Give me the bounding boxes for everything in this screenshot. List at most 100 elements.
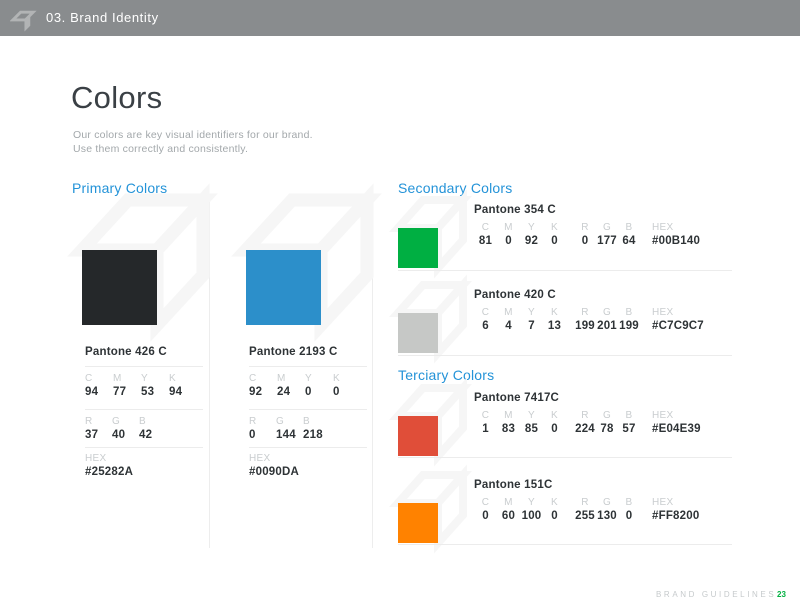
value-g: 40 xyxy=(112,429,126,441)
cmyk-values: 94 77 53 94 xyxy=(85,386,197,398)
hex-label: HEX xyxy=(249,453,271,464)
subtitle-line-1: Our colors are key visual identifiers fo… xyxy=(73,129,313,141)
value-k: 13 xyxy=(547,320,562,332)
label-y: Y xyxy=(528,410,535,421)
value-labels: C M Y K R G B HEX xyxy=(474,307,673,318)
pantone-name: Pantone 7417C xyxy=(474,392,560,404)
label-c: C xyxy=(481,410,490,421)
value-g: 130 xyxy=(597,510,617,522)
label-b: B xyxy=(625,307,633,318)
color-values: 81 0 92 0 0 177 64 #00B140 xyxy=(474,235,700,247)
value-g: 144 xyxy=(276,429,296,441)
page-subtitle: Our colors are key visual identifiers fo… xyxy=(73,128,313,156)
pantone-name: Pantone 151C xyxy=(474,479,553,491)
value-m: 60 xyxy=(501,510,516,522)
label-r: R xyxy=(581,497,589,508)
label-k: K xyxy=(551,497,558,508)
label-b: B xyxy=(139,416,146,427)
label-m: M xyxy=(277,373,286,384)
label-k: K xyxy=(551,222,558,233)
value-hex: #00B140 xyxy=(652,235,701,247)
hex-value: #0090DA xyxy=(249,466,299,478)
cube-watermark-icon xyxy=(67,183,218,342)
color-swatch xyxy=(398,416,438,456)
value-g: 177 xyxy=(597,235,617,247)
value-c: 92 xyxy=(249,386,263,398)
label-hex: HEX xyxy=(652,497,674,508)
footer-label: BRAND GUIDELINES xyxy=(656,590,777,599)
value-hex: #FF8200 xyxy=(652,510,700,522)
value-c: 6 xyxy=(482,320,489,332)
divider xyxy=(249,366,367,367)
rgb-values: 0 144 218 xyxy=(249,429,330,441)
divider xyxy=(398,544,732,545)
value-r: 37 xyxy=(85,429,99,441)
label-r: R xyxy=(581,307,589,318)
value-b: 64 xyxy=(622,235,636,247)
value-b: 42 xyxy=(139,429,153,441)
label-b: B xyxy=(625,410,633,421)
cube-watermark-icon xyxy=(389,377,472,467)
cube-watermark-icon xyxy=(389,464,472,554)
value-k: 0 xyxy=(333,386,340,398)
header-title: 03. Brand Identity xyxy=(46,10,159,25)
label-m: M xyxy=(504,410,513,421)
label-hex: HEX xyxy=(652,307,674,318)
label-k: K xyxy=(551,410,558,421)
color-swatch xyxy=(246,250,321,325)
cube-watermark-icon xyxy=(389,189,472,279)
label-c: C xyxy=(481,497,490,508)
label-m: M xyxy=(113,373,122,384)
value-c: 81 xyxy=(478,235,493,247)
label-k: K xyxy=(333,373,340,384)
divider xyxy=(85,447,203,448)
color-swatch xyxy=(398,313,438,353)
label-r: R xyxy=(581,410,589,421)
primary-colors-heading: Primary Colors xyxy=(72,180,168,196)
divider xyxy=(249,447,367,448)
value-r: 0 xyxy=(249,429,256,441)
label-c: C xyxy=(481,307,490,318)
value-y: 53 xyxy=(141,386,155,398)
label-g: G xyxy=(276,416,285,427)
label-hex: HEX xyxy=(652,222,674,233)
label-b: B xyxy=(303,416,310,427)
value-k: 94 xyxy=(169,386,183,398)
label-r: R xyxy=(581,222,589,233)
value-hex: #E04E39 xyxy=(652,423,701,435)
value-hex: #C7C9C7 xyxy=(652,320,704,332)
value-labels: C M Y K R G B HEX xyxy=(474,497,673,508)
label-r: R xyxy=(85,416,93,427)
value-y: 100 xyxy=(521,510,542,522)
label-g: G xyxy=(602,497,612,508)
value-y: 7 xyxy=(528,320,535,332)
cube-watermark-icon xyxy=(231,183,382,342)
label-g: G xyxy=(602,307,612,318)
label-k: K xyxy=(169,373,176,384)
value-m: 4 xyxy=(505,320,512,332)
color-values: 0 60 100 0 255 130 0 #FF8200 xyxy=(474,510,699,522)
cube-watermark-icon xyxy=(389,274,472,364)
value-k: 0 xyxy=(551,235,558,247)
value-labels: C M Y K R G B HEX xyxy=(474,410,673,421)
label-m: M xyxy=(504,307,513,318)
label-m: M xyxy=(504,497,513,508)
value-m: 24 xyxy=(277,386,291,398)
label-y: Y xyxy=(528,307,535,318)
divider xyxy=(398,355,732,356)
vertical-divider xyxy=(372,200,373,548)
label-y: Y xyxy=(528,222,535,233)
value-r: 0 xyxy=(581,235,589,247)
label-m: M xyxy=(504,222,513,233)
divider xyxy=(249,409,367,410)
brand-logo-icon xyxy=(10,10,37,32)
cmyk-values: 92 24 0 0 xyxy=(249,386,361,398)
value-m: 83 xyxy=(501,423,516,435)
header-bar: 03. Brand Identity xyxy=(0,0,800,36)
label-y: Y xyxy=(528,497,535,508)
rgb-values: 37 40 42 xyxy=(85,429,166,441)
